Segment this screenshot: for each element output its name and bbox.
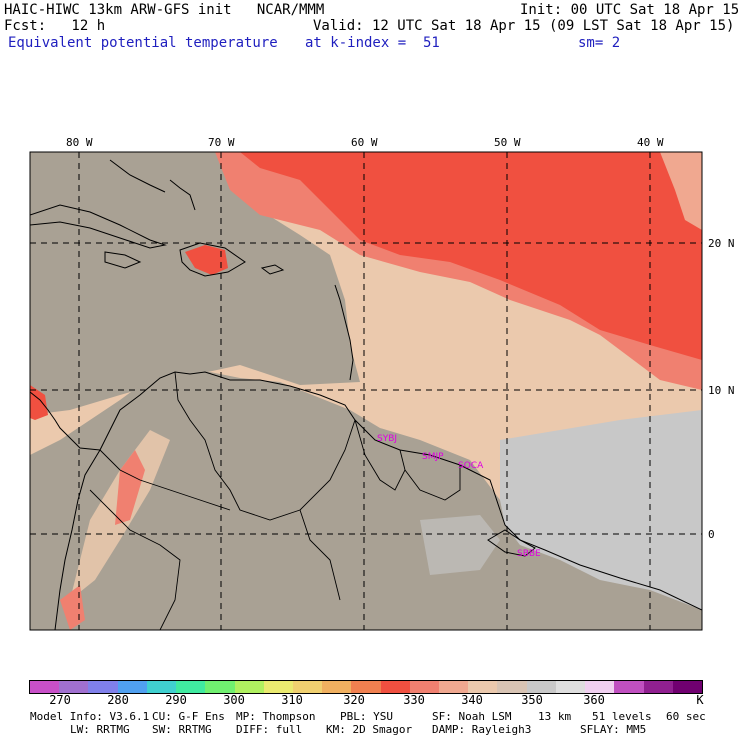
grey-region-north (30, 152, 360, 415)
diff-scheme: DIFF: full (236, 723, 303, 736)
lighter-corner-region (660, 152, 702, 230)
lat-label: 20 N (708, 237, 735, 250)
cu-scheme: CU: G-F Ens (152, 710, 225, 723)
colorbar-swatch (526, 681, 557, 693)
map-frame (29, 151, 703, 631)
lon-label: 40 W (637, 136, 664, 149)
colorbar-label: 330 (403, 693, 425, 707)
sf-scheme: SF: Noah LSM (432, 710, 512, 723)
sflay-scheme: SFLAY: MM5 (580, 723, 647, 736)
map-panel: 80 W 70 W 60 W 50 W 40 W 20 N 10 N 0 SYB… (29, 136, 735, 631)
colorbar-swatch (205, 681, 236, 693)
colorbar-label: 360 (583, 693, 605, 707)
km-scheme: KM: 2D Smagor (326, 723, 413, 736)
coastlines (30, 159, 702, 630)
colorbar-label: 290 (165, 693, 187, 707)
colorbar-swatch (117, 681, 148, 693)
colorbar-label: 310 (281, 693, 303, 707)
levels: 51 levels (592, 710, 652, 723)
colorbar-swatch (88, 681, 119, 693)
colorbar-swatch (555, 681, 586, 693)
lon-label: 50 W (494, 136, 521, 149)
valid-time: Valid: 12 UTC Sat 18 Apr 15 (09 LST Sat … (313, 18, 735, 34)
colorbar-swatch (497, 681, 528, 693)
colorbar-label: 350 (521, 693, 543, 707)
lon-label: 60 W (351, 136, 378, 149)
colorbar-swatch (263, 681, 294, 693)
forecast-hour: Fcst: 12 h (4, 18, 106, 34)
colorbar-swatch (409, 681, 440, 693)
andes-warm-patch (115, 450, 145, 525)
model-info: Model Info: V3.6.1 (30, 710, 150, 723)
colorbar-label: K (696, 693, 704, 707)
lon-label: 80 W (66, 136, 93, 149)
colorbar-swatch (234, 681, 265, 693)
station-label: SYBJ (377, 434, 397, 444)
init-time: Init: 00 UTC Sat 18 Apr 15 (520, 2, 740, 18)
central-america-warm (30, 385, 48, 420)
colorbar-swatch (146, 681, 177, 693)
colorbar-swatch (322, 681, 353, 693)
damp-scheme: DAMP: Rayleigh3 (432, 723, 532, 736)
colorbar-swatch (672, 681, 703, 693)
colorbar-swatch (30, 681, 60, 693)
hispaniola-warm (185, 245, 228, 275)
colorbar-swatch (59, 681, 90, 693)
k-index: at k-index = 51 (305, 35, 440, 51)
smoothing: sm= 2 (578, 35, 621, 51)
station-label: SOCA (458, 461, 484, 471)
sw-scheme: SW: RRTMG (152, 723, 212, 736)
colorbar-swatch (439, 681, 470, 693)
colorbar-label: 270 (49, 693, 71, 707)
colorbar-label: 320 (343, 693, 365, 707)
country-borders (89, 371, 461, 630)
colorbar-label: 340 (461, 693, 483, 707)
colorbar-swatch (585, 681, 616, 693)
field-name: Equivalent potential temperature (8, 35, 278, 51)
timestep: 60 sec (666, 710, 706, 723)
south-america-land (30, 372, 702, 630)
colorbar-swatch (380, 681, 411, 693)
pbl-scheme: PBL: YSU (340, 710, 393, 723)
lat-label: 0 (708, 528, 715, 541)
colorbar-label: 280 (107, 693, 129, 707)
colorbar-swatch (176, 681, 207, 693)
colorbar-swatch (643, 681, 674, 693)
station-label: SMJP (422, 452, 444, 462)
highest-theta-region (240, 152, 702, 360)
colorbar-frame (29, 680, 703, 694)
colorbar-label: 300 (223, 693, 245, 707)
resolution: 13 km (538, 710, 572, 723)
title-line-1: HAIC-HIWC 13km ARW-GFS init NCAR/MMM (4, 2, 325, 18)
lat-lon-grid (30, 152, 702, 630)
colorbar-swatch (351, 681, 382, 693)
colorbar-swatch (468, 681, 499, 693)
lat-label: 10 N (708, 384, 735, 397)
lon-label: 70 W (208, 136, 235, 149)
colorbar-swatch (292, 681, 323, 693)
amazon-grey (420, 515, 500, 575)
mp-scheme: MP: Thompson (236, 710, 316, 723)
station-label: SBBE (517, 549, 541, 559)
colorbar-swatch (614, 681, 645, 693)
lw-scheme: LW: RRTMG (70, 723, 130, 736)
